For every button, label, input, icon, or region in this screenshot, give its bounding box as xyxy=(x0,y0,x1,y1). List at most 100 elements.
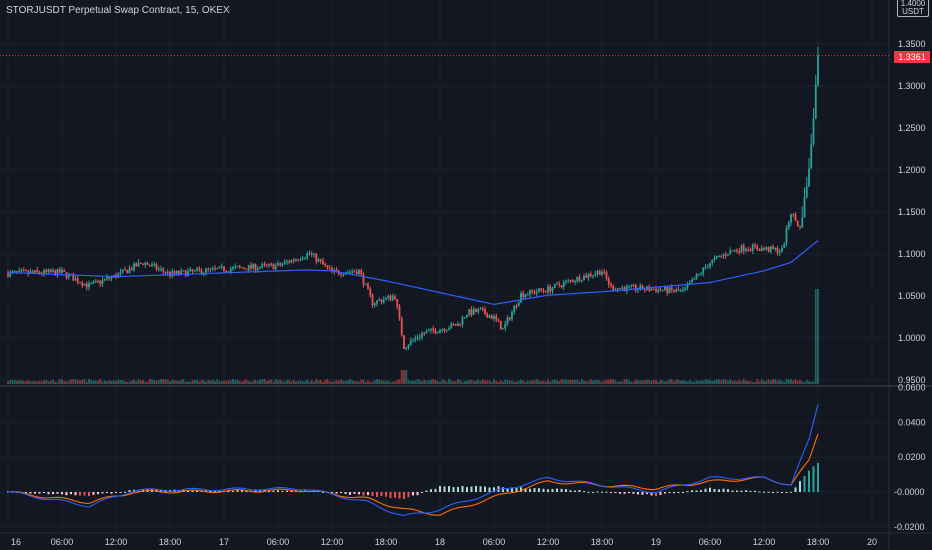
candle-body xyxy=(421,333,423,338)
candle-body xyxy=(43,270,45,274)
volume-bar xyxy=(598,380,601,384)
candle-body xyxy=(259,267,261,269)
volume-bar xyxy=(288,380,291,384)
candle-body xyxy=(315,253,318,262)
candle-body xyxy=(180,270,183,275)
macd-histogram-bar xyxy=(25,492,27,494)
candle-body xyxy=(126,269,129,274)
volume-bar xyxy=(569,379,572,384)
volume-bar xyxy=(184,381,187,384)
volume-bar xyxy=(76,379,79,384)
candle-body xyxy=(58,269,61,273)
candle-body xyxy=(650,289,653,291)
macd-histogram-bar xyxy=(790,491,792,493)
candle-body xyxy=(652,289,655,291)
candle-body xyxy=(727,254,729,256)
volume-bar xyxy=(308,381,311,384)
candle-body xyxy=(580,280,583,282)
volume-bar xyxy=(56,381,59,384)
candle-body xyxy=(715,256,718,258)
volume-bar xyxy=(441,379,444,384)
candle-body xyxy=(439,330,441,333)
volume-bar xyxy=(31,381,34,384)
volume-bar xyxy=(454,381,457,384)
macd-tick-label: 0.0200 xyxy=(898,452,926,462)
candle-body xyxy=(227,271,230,273)
candle-body xyxy=(29,271,32,274)
volume-bar xyxy=(468,380,471,384)
candle-body xyxy=(387,295,390,298)
candle-body xyxy=(502,328,504,330)
candle-body xyxy=(389,295,392,300)
macd-histogram-bar xyxy=(592,491,594,493)
volume-bar xyxy=(720,380,723,384)
volume-bar xyxy=(601,381,603,384)
candle-body xyxy=(641,285,644,290)
macd-histogram-bar xyxy=(529,488,531,492)
volume-bar xyxy=(508,380,511,384)
candle-body xyxy=(288,261,291,263)
candle-body xyxy=(700,273,702,275)
macd-histogram-bar xyxy=(736,490,738,492)
macd-histogram-bar xyxy=(367,492,369,496)
macd-histogram-bar xyxy=(128,490,131,492)
volume-bar xyxy=(265,381,268,384)
volume-bar xyxy=(493,379,495,384)
macd-histogram-bar xyxy=(745,490,747,492)
macd-histogram-bar xyxy=(236,490,239,492)
volume-bar xyxy=(317,380,320,384)
macd-histogram-bar xyxy=(623,492,626,494)
candle-body xyxy=(729,250,732,255)
candle-body xyxy=(684,287,687,290)
candle-body xyxy=(133,263,135,271)
candle-body xyxy=(490,315,493,319)
volume-bar xyxy=(684,380,687,384)
volume-bar xyxy=(526,380,529,384)
candle-body xyxy=(52,270,54,273)
volume-bar xyxy=(511,380,513,384)
macd-histogram-bar xyxy=(65,492,68,496)
candle-body xyxy=(562,282,565,288)
candle-body xyxy=(434,330,437,334)
volume-bar xyxy=(722,379,725,384)
candle-body xyxy=(56,269,59,276)
candle-body xyxy=(686,284,689,288)
macd-histogram-bar xyxy=(191,490,194,492)
macd-histogram-bar xyxy=(56,492,59,494)
volume-bar xyxy=(108,380,111,384)
volume-bar xyxy=(250,381,252,384)
volume-bar xyxy=(776,380,779,384)
candle-body xyxy=(810,144,813,169)
volume-bar xyxy=(292,380,295,384)
candle-body xyxy=(513,306,516,312)
candle-body xyxy=(454,324,457,326)
candle-body xyxy=(378,299,381,301)
volume-bar xyxy=(702,380,705,384)
candle-body xyxy=(340,274,342,276)
candle-body xyxy=(353,271,356,273)
candle-body xyxy=(229,268,232,272)
macd-histogram-bar xyxy=(457,487,459,492)
candle-body xyxy=(657,289,660,292)
candle-body xyxy=(367,283,369,289)
volume-bar xyxy=(236,379,239,384)
candle-body xyxy=(99,280,102,284)
volume-bar xyxy=(533,380,536,384)
macd-histogram-bar xyxy=(434,488,437,492)
volume-bar xyxy=(639,380,642,384)
candle-body xyxy=(220,266,223,268)
candle-body xyxy=(63,269,66,272)
volume-bar xyxy=(63,381,66,384)
candle-body xyxy=(542,290,545,292)
volume-bar xyxy=(749,381,752,384)
macd-histogram-bar xyxy=(668,492,671,494)
volume-bar xyxy=(227,380,230,384)
macd-histogram-bar xyxy=(506,488,509,492)
macd-histogram-bar xyxy=(344,492,347,495)
moving-average-line xyxy=(7,240,819,306)
volume-bar xyxy=(452,381,455,384)
volume-bar xyxy=(475,380,477,384)
volume-bar xyxy=(515,381,518,384)
candle-body xyxy=(817,55,819,85)
